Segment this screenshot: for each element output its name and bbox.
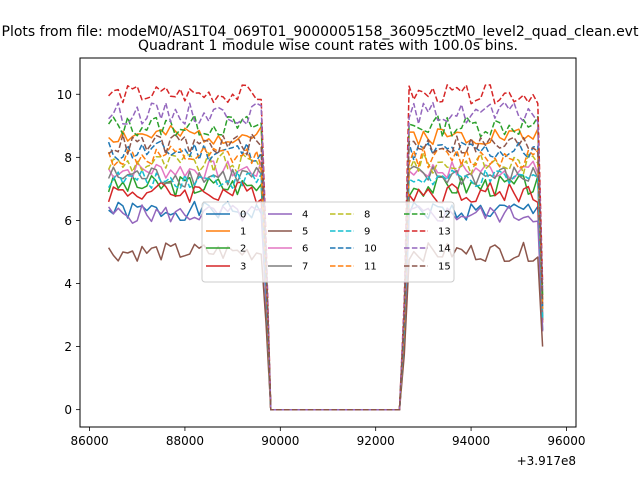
y-tick-label: 6 bbox=[64, 214, 72, 228]
series-layer bbox=[107, 84, 544, 411]
plot-area: 86000 88000 90000 92000 94000 960000246810+3.… bbox=[57, 57, 586, 468]
legend-label-12: 12 bbox=[438, 210, 451, 221]
x-tick-label: 90000 bbox=[261, 434, 299, 448]
legend-label-13: 13 bbox=[438, 227, 451, 238]
y-tick-label: 10 bbox=[57, 88, 72, 102]
legend-label-4: 4 bbox=[302, 210, 308, 221]
legend-label-11: 11 bbox=[364, 262, 377, 273]
legend-label-0: 0 bbox=[240, 210, 246, 221]
y-tick-label: 8 bbox=[64, 151, 72, 165]
series-line-13 bbox=[108, 84, 544, 411]
y-tick-label: 0 bbox=[64, 403, 72, 417]
x-tick-label: 88000 bbox=[166, 434, 204, 448]
legend-label-2: 2 bbox=[240, 244, 246, 255]
legend-label-1: 1 bbox=[240, 227, 246, 238]
legend-label-15: 15 bbox=[438, 262, 451, 273]
legend-frame bbox=[201, 201, 455, 283]
x-offset-label: +3.917e8 bbox=[517, 454, 576, 468]
axes-frame bbox=[79, 57, 577, 428]
x-tick-label: 92000 bbox=[357, 434, 395, 448]
legend-label-14: 14 bbox=[438, 244, 451, 255]
y-tick-label: 4 bbox=[64, 277, 72, 291]
series-line-14 bbox=[108, 101, 544, 411]
y-tick-label: 2 bbox=[64, 340, 72, 354]
legend-label-9: 9 bbox=[364, 227, 370, 238]
chart-title: Quadrant 1 module wise count rates with … bbox=[138, 38, 518, 54]
legend-label-8: 8 bbox=[364, 210, 370, 221]
legend-label-6: 6 bbox=[302, 244, 308, 255]
legend-label-10: 10 bbox=[364, 244, 377, 255]
series-line-15 bbox=[108, 133, 544, 411]
legend-label-3: 3 bbox=[240, 262, 246, 273]
suptitle: Plots from file: modeM0/AS1T04_069T01_90… bbox=[2, 24, 639, 40]
series-line-11 bbox=[107, 145, 544, 411]
x-tick-label: 94000 bbox=[452, 434, 490, 448]
legend-label-5: 5 bbox=[302, 227, 308, 238]
x-tick-label: 96000 bbox=[547, 434, 585, 448]
x-tick-label: 86000 bbox=[70, 434, 108, 448]
legend-label-7: 7 bbox=[302, 262, 308, 273]
